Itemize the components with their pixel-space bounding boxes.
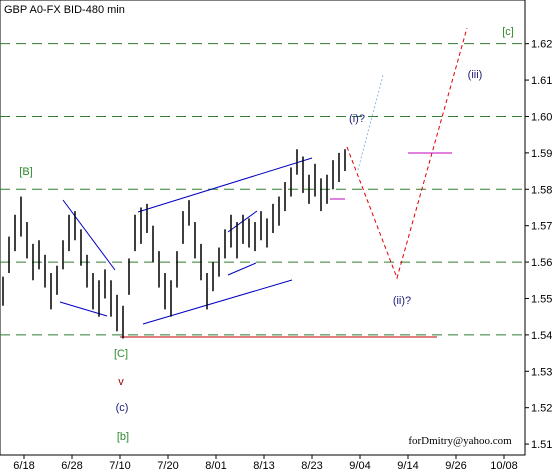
x-tick-label: 6/28: [61, 460, 82, 472]
watermark: forDmitry@yahoo.com: [408, 435, 512, 447]
y-tick-label: 1.62: [531, 39, 552, 51]
y-tick-label: 1.55: [531, 293, 552, 305]
x-tick-label: 8/13: [253, 460, 274, 472]
wave-label: (ii)?: [393, 295, 411, 307]
wave-label: [B]: [19, 166, 32, 178]
y-tick-label: 1.56: [531, 257, 552, 269]
plot-frame: [0, 0, 526, 456]
wave-label: (iii): [468, 69, 483, 81]
x-tick-label: 9/14: [397, 460, 418, 472]
x-tick-label: 9/04: [349, 460, 370, 472]
y-tick-label: 1.60: [531, 111, 552, 123]
forecast-extension: [357, 74, 384, 171]
x-tick-label: 8/23: [301, 460, 322, 472]
chart-title: GBP A0-FX BID-480 min: [4, 4, 125, 16]
y-tick-label: 1.52: [531, 403, 552, 415]
y-tick-label: 1.54: [531, 330, 552, 342]
x-tick-label: 7/10: [109, 460, 130, 472]
y-tick-label: 1.59: [531, 148, 552, 160]
wave-label: (i)?: [349, 113, 365, 125]
wave-label: [c]: [502, 26, 514, 38]
wave-label: (c): [116, 402, 129, 414]
wave-label: v: [118, 376, 124, 388]
x-tick-label: 10/08: [490, 460, 518, 472]
wave-label: [b]: [117, 431, 129, 443]
x-tick-label: 6/18: [13, 460, 34, 472]
y-tick-label: 1.53: [531, 366, 552, 378]
wave-label: [C]: [114, 348, 128, 360]
forecast-path: [346, 27, 468, 280]
y-tick-label: 1.57: [531, 221, 552, 233]
y-tick-label: 1.58: [531, 184, 552, 196]
x-tick-label: 8/01: [205, 460, 226, 472]
y-tick-label: 1.51: [531, 439, 552, 451]
y-tick-label: 1.61: [531, 75, 552, 87]
x-tick-label: 9/26: [445, 460, 466, 472]
trend-lines: [59, 157, 313, 325]
x-tick-label: 7/20: [157, 460, 178, 472]
